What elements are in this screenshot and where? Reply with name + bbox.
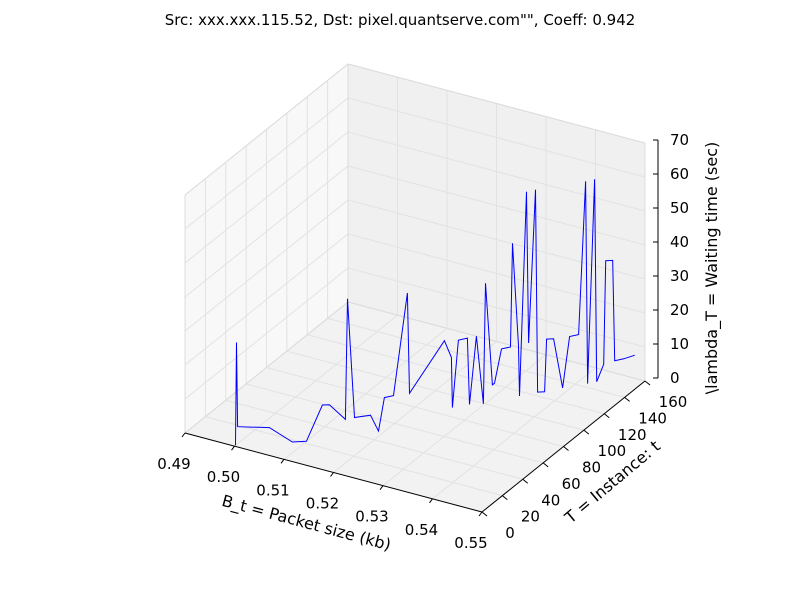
x-tick-label: 0.52 xyxy=(306,495,339,513)
series-line xyxy=(235,179,635,446)
y-tick-label: 140 xyxy=(638,409,667,427)
y-tick-label: 40 xyxy=(541,491,560,509)
x-tick-mark xyxy=(429,498,433,504)
chart-title: Src: xxx.xxx.115.52, Dst: pixel.quantser… xyxy=(165,11,636,29)
x-tick-mark xyxy=(181,432,186,438)
x-tick-mark xyxy=(379,485,384,490)
y-tick-mark xyxy=(603,413,610,419)
x-tick-mark xyxy=(330,472,334,477)
y-tick-label: 80 xyxy=(582,459,601,477)
grid-line-z-back xyxy=(347,97,646,178)
x-tick-label: 0.55 xyxy=(454,534,487,552)
x-tick-label: 0.53 xyxy=(355,508,388,526)
z-tick-label: 20 xyxy=(670,301,689,319)
z-tick-label: 70 xyxy=(670,131,689,149)
x-tick-label: 0.50 xyxy=(207,468,240,486)
x-tick-mark xyxy=(478,511,483,517)
x-tick-mark xyxy=(280,459,285,464)
grid-line-y-floor xyxy=(286,350,585,431)
x-tick-label: 0.49 xyxy=(157,455,190,473)
grid-line-z-left xyxy=(184,97,349,230)
y-tick-mark xyxy=(644,380,651,386)
y-tick-label: 120 xyxy=(618,426,647,444)
y-tick-label: 160 xyxy=(659,393,688,411)
grid-line-y-floor xyxy=(205,416,503,497)
z-tick-label: 10 xyxy=(670,335,689,353)
data-series xyxy=(235,179,635,446)
y-tick-mark xyxy=(542,462,549,468)
x-tick-mark xyxy=(231,445,235,451)
grid-line-z-left xyxy=(184,131,349,264)
y-tick-mark xyxy=(522,478,529,484)
y-tick-label: 20 xyxy=(521,508,540,526)
y-tick-label: 60 xyxy=(562,475,581,493)
grid-line-y-floor xyxy=(327,317,625,398)
y-tick-mark xyxy=(624,396,630,402)
y-tick-label: 0 xyxy=(505,524,515,542)
axis-panes xyxy=(185,64,645,512)
z-axis-label: \lambda_T = Waiting time (sec) xyxy=(702,142,722,395)
grid-line-y-floor xyxy=(266,367,564,447)
y-tick-mark xyxy=(502,495,508,501)
tick-marks xyxy=(181,139,658,517)
grid-line-z-left xyxy=(184,165,349,298)
x-tick-label: 0.51 xyxy=(256,481,289,499)
grid-line-z-left xyxy=(184,199,349,332)
grid-line-y-floor xyxy=(225,399,523,480)
z-tick-label: 30 xyxy=(670,267,689,285)
grid-line-z-left xyxy=(184,233,349,366)
y-tick-mark xyxy=(583,429,590,435)
grid-line-y-floor xyxy=(245,383,544,464)
y-tick-mark xyxy=(563,446,569,451)
grid-line-z-back xyxy=(347,131,646,212)
z-tick-label: 0 xyxy=(670,369,680,387)
y-tick-mark xyxy=(481,511,488,517)
z-tick-label: 40 xyxy=(670,233,689,251)
tick-labels: 0.490.500.510.520.530.540.55020406080100… xyxy=(157,131,689,552)
grid-line-z-back xyxy=(347,267,646,348)
y-tick-label: 100 xyxy=(598,442,627,460)
x-tick-label: 0.54 xyxy=(405,521,438,539)
z-tick-label: 50 xyxy=(670,199,689,217)
pane-edge xyxy=(347,301,646,382)
z-tick-label: 60 xyxy=(670,165,689,183)
pane-edge xyxy=(347,63,646,144)
pane-edge xyxy=(184,63,349,196)
pane-edge xyxy=(184,301,349,434)
grid-line-z-left xyxy=(184,267,349,400)
